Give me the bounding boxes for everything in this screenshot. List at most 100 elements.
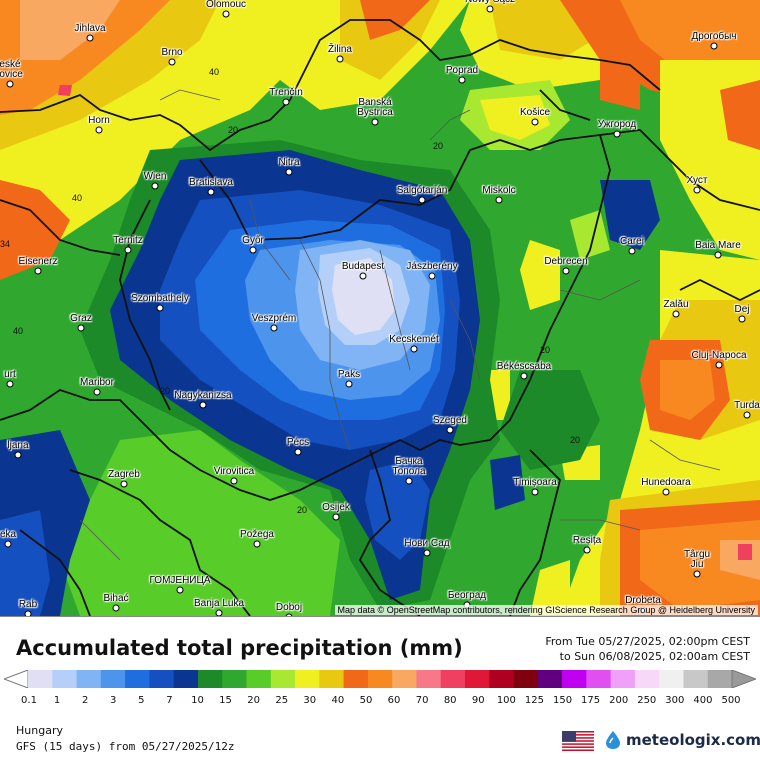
city-label: Хуст (686, 175, 708, 186)
colorbar-tick-label: 1 (53, 695, 61, 706)
city-marker (715, 361, 723, 369)
colorbar-swatch (295, 670, 320, 688)
forecast-period: From Tue 05/27/2025, 02:00pm CEST to Sun… (545, 634, 750, 664)
city-marker (531, 118, 539, 126)
colorbar-tick-label: 175 (581, 695, 601, 706)
city-label: Baia Mare (695, 240, 741, 251)
contour-label: 20 (432, 141, 444, 151)
city-label: Poprad (445, 65, 479, 76)
city-label: Нови Сад (404, 538, 450, 549)
city-label: Trenčín (269, 87, 303, 98)
colorbar-swatch (659, 670, 684, 688)
city-marker (531, 488, 539, 496)
city-marker (14, 451, 22, 459)
precipitation-map: Olomouc Nowy Sącz Jihlava Brno Žilina Дрогобы… (0, 0, 760, 617)
city-label: Hunedoara (641, 477, 691, 488)
city-marker (230, 477, 238, 485)
city-marker (199, 401, 207, 409)
city-marker (583, 546, 591, 554)
city-label: Graz (70, 313, 92, 324)
colorbar-tick-label: 7 (166, 695, 173, 706)
city-marker (282, 98, 290, 106)
city-marker (77, 324, 85, 332)
city-label: Žilina (328, 44, 352, 55)
city-marker (423, 549, 431, 557)
colorbar-swatch (416, 670, 442, 688)
city-marker (345, 380, 353, 388)
city-label: Paks (337, 369, 361, 380)
city-label: Dej (734, 304, 750, 315)
city-marker (285, 613, 293, 616)
us-flag-icon[interactable] (562, 731, 594, 751)
city-label: Reșița (572, 535, 602, 546)
city-label: Brno (161, 47, 183, 58)
city-marker (418, 196, 426, 204)
colorbar-swatch (489, 670, 515, 688)
colorbar-swatch (513, 670, 539, 688)
city-label: Debrecen (544, 256, 588, 267)
city-marker (156, 304, 164, 312)
city-marker (495, 196, 503, 204)
city-label: eka (0, 529, 17, 540)
colorbar-swatch (562, 670, 587, 688)
colorbar-swatch (270, 670, 296, 688)
colorbar-tick-label: 125 (524, 695, 544, 706)
city-label: Veszprém (251, 313, 297, 324)
city-marker (562, 267, 570, 275)
city-marker (34, 267, 42, 275)
colorbar-tick-label: 70 (415, 695, 429, 706)
colorbar-swatch (125, 670, 150, 688)
city-label: Nitra (278, 157, 300, 168)
city-label: Maribor (80, 377, 114, 388)
city-label: Győr (242, 235, 264, 246)
city-marker (336, 55, 344, 63)
colorbar-tick-label: 200 (609, 695, 629, 706)
city-marker (693, 186, 701, 194)
city-label: Београд (447, 590, 487, 601)
colorbar-tick-label: 150 (552, 695, 573, 706)
city-label: eské jovice (0, 59, 23, 80)
colorbar-tick-label: 30 (303, 695, 317, 706)
city-label: Bihać (103, 593, 129, 604)
city-label: Zalău (663, 299, 689, 310)
city-marker (446, 426, 454, 434)
colorbar-swatch (100, 670, 126, 688)
city-label: Szombathely (131, 293, 189, 304)
brand-logo[interactable]: meteologix.com (604, 730, 760, 750)
city-label: Rab (18, 599, 38, 610)
city-label: Carei (620, 236, 644, 247)
city-marker (222, 10, 230, 18)
city-marker (613, 130, 621, 138)
colorbar-tick-label: 25 (275, 695, 289, 706)
city-marker (359, 272, 367, 280)
city-marker (207, 188, 215, 196)
colorbar-tick-label: 300 (665, 695, 685, 706)
contour-label: 34 (0, 239, 11, 249)
city-marker (743, 411, 751, 419)
city-marker (86, 34, 94, 42)
city-marker (458, 76, 466, 84)
colorbar-tick-label: 10 (191, 695, 204, 706)
city-label: Drobeta (625, 595, 661, 606)
colorbar-swatch (343, 670, 369, 688)
city-label: Nowy Sącz (465, 0, 515, 5)
contour-label: 40 (71, 193, 83, 203)
city-marker (294, 448, 302, 456)
city-marker (6, 380, 14, 388)
colorbar-tick-label: 60 (387, 695, 401, 706)
city-marker (714, 251, 722, 259)
city-marker (672, 310, 680, 318)
city-label: Doboj (275, 602, 303, 613)
colorbar-tick-label: 20 (247, 695, 260, 706)
legend-title: Accumulated total precipitation (mm) (16, 636, 463, 660)
city-label: Horn (88, 115, 110, 126)
city-marker (628, 247, 636, 255)
colorbar-tick-label: 100 (496, 695, 516, 706)
city-label: Budapest (341, 261, 385, 272)
contour-label: 40 (12, 326, 24, 336)
colorbar-ticks: 0.1 1 2 3 5 7 10 15 20 25 30 40 50 60 70 80 90 100 125 150 1… (0, 695, 760, 709)
city-label: ljana (7, 440, 29, 451)
colorbar-swatch (28, 670, 53, 688)
colorbar-swatch (319, 670, 345, 688)
city-label: Cluj-Napoca (691, 350, 747, 361)
